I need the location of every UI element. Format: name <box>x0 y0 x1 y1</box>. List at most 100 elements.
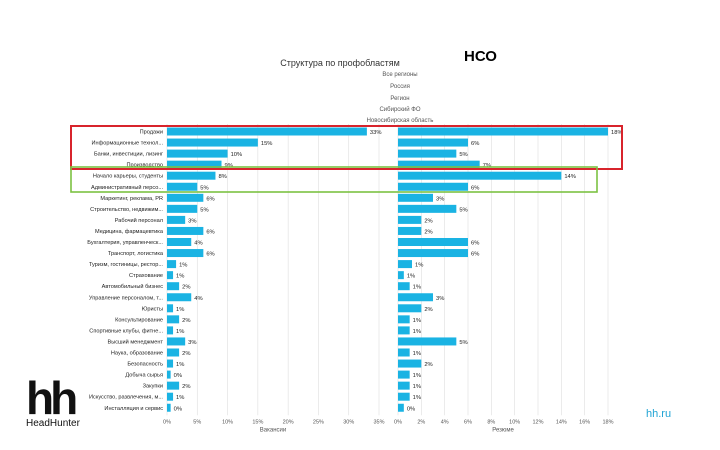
tick-label: 5% <box>193 419 201 425</box>
data-label: 2% <box>182 285 190 291</box>
bar <box>398 215 422 224</box>
tick-label: 4% <box>441 419 449 425</box>
headhunter-logo: hh HeadHunter <box>26 375 80 429</box>
filter-russia[interactable]: Россия <box>390 84 410 90</box>
bar <box>167 204 198 213</box>
category-label: Страхование <box>129 273 163 279</box>
tick-label: 2% <box>417 419 425 425</box>
data-label: 1% <box>176 362 184 368</box>
filter-novosibirsk[interactable]: Новосибирская область <box>366 118 434 124</box>
axis-title: Резюме <box>492 427 514 433</box>
data-label: 0% <box>407 406 415 412</box>
filter-siberian-fd[interactable]: Сибирский ФО <box>379 107 421 113</box>
tick-label: 18% <box>602 419 613 425</box>
category-label: Банки, инвестиции, лизинг <box>94 152 163 158</box>
bar <box>167 215 186 224</box>
data-label: 3% <box>188 340 196 346</box>
category-label: Закупки <box>143 384 163 390</box>
category-label: Управление персоналом, т... <box>89 295 164 301</box>
tick-label: 0% <box>394 419 402 425</box>
category-label: Транспорт, логистика <box>108 251 164 257</box>
data-label: 8% <box>218 174 226 180</box>
bar <box>167 348 180 357</box>
bar <box>398 304 422 313</box>
category-label: Информационные технол... <box>92 141 164 147</box>
bar <box>167 359 174 368</box>
tick-label: 6% <box>464 419 472 425</box>
tick-label: 14% <box>556 419 567 425</box>
category-label: Инсталляция и сервис <box>104 406 163 412</box>
data-label: 4% <box>194 241 202 247</box>
data-label: 1% <box>176 329 184 335</box>
data-label: 1% <box>179 263 187 269</box>
bar <box>398 249 468 258</box>
tick-label: 12% <box>532 419 543 425</box>
bar <box>167 138 258 147</box>
bar <box>398 403 404 412</box>
highlight-green-frame <box>70 166 598 193</box>
bar <box>167 392 174 401</box>
data-label: 2% <box>182 351 190 357</box>
bar <box>398 315 410 324</box>
category-label: Начало карьеры, студенты <box>93 174 163 180</box>
bar <box>167 238 192 246</box>
site-link[interactable]: hh.ru <box>646 408 672 420</box>
category-label: Административный персо... <box>91 184 163 191</box>
bar <box>167 381 180 390</box>
bar <box>167 282 180 291</box>
bar <box>398 238 468 246</box>
bar <box>167 304 174 313</box>
filter-region[interactable]: Регион <box>390 96 410 102</box>
data-label: 7% <box>483 163 491 169</box>
data-label: 5% <box>459 340 467 346</box>
data-label: 2% <box>424 362 432 368</box>
data-label: 2% <box>424 307 432 313</box>
bar <box>398 293 433 302</box>
bar <box>167 370 171 379</box>
bar <box>167 337 186 346</box>
tick-label: 30% <box>343 419 354 425</box>
category-label: Безопасность <box>127 362 163 368</box>
data-label: 14% <box>564 174 576 180</box>
data-label: 3% <box>436 296 444 302</box>
data-label: 1% <box>415 263 423 269</box>
tick-label: 25% <box>313 419 324 425</box>
category-label: Спортивные клубы, фитне... <box>89 328 163 334</box>
tick-label: 10% <box>222 419 233 425</box>
bar <box>398 160 480 169</box>
bar <box>167 182 198 191</box>
category-label: Медицина, фармацевтика <box>95 229 164 235</box>
bar <box>167 260 177 269</box>
bar <box>167 271 174 280</box>
bar <box>398 226 422 235</box>
bar <box>167 127 367 136</box>
data-label: 1% <box>407 274 415 280</box>
data-label: 10% <box>231 152 243 158</box>
tick-label: 8% <box>487 419 495 425</box>
bar <box>398 271 404 280</box>
data-label: 1% <box>413 395 421 401</box>
tick-label: 20% <box>283 419 294 425</box>
data-label: 6% <box>471 141 479 147</box>
tick-label: 0% <box>163 419 171 425</box>
data-label: 6% <box>206 196 214 202</box>
axis-title: Вакансии <box>260 427 286 433</box>
filter-all-regions[interactable]: Все регионы <box>382 72 418 78</box>
category-label: Юристы <box>142 306 163 312</box>
category-label: Строительство, недвижим... <box>90 207 163 213</box>
bar <box>398 370 410 379</box>
data-label: 6% <box>206 229 214 235</box>
bar <box>398 359 422 368</box>
data-label: 5% <box>200 207 208 213</box>
data-label: 3% <box>188 218 196 224</box>
category-label: Маркетинг, реклама, PR <box>100 196 163 202</box>
bar <box>398 381 410 390</box>
data-label: 2% <box>424 218 432 224</box>
category-label: Высший менеджмент <box>108 338 164 345</box>
bar <box>167 326 174 335</box>
data-label: 1% <box>413 384 421 390</box>
bar <box>398 204 457 213</box>
bar <box>398 260 412 269</box>
